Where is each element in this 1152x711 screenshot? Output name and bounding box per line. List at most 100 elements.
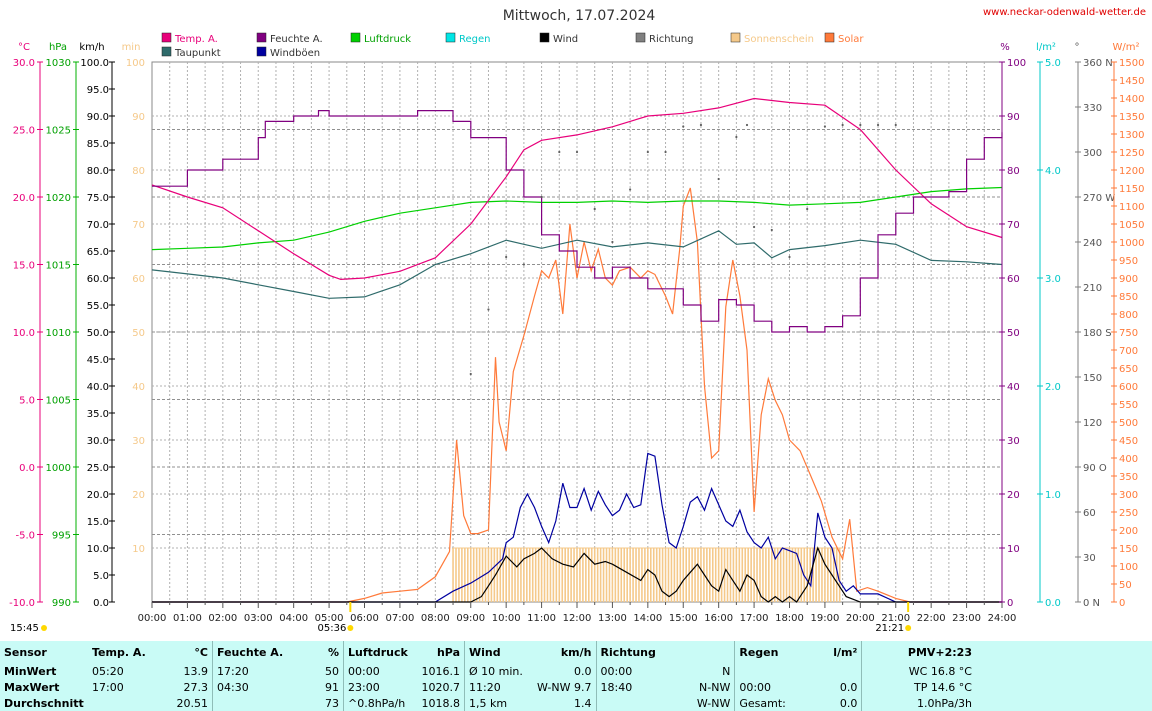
summary-cell: 13.9: [156, 663, 213, 679]
direction-point: [745, 123, 749, 127]
unit-label-solar: W/m²: [1112, 42, 1139, 53]
x-tick-label: 20:00: [846, 613, 875, 624]
wind-tick-label: 70.0: [87, 220, 109, 231]
summary-cell: 27.3: [156, 679, 213, 695]
sunrise-label: 05:36: [318, 623, 347, 634]
sun-tick-label: 60: [132, 274, 145, 285]
sun-tick-label: 40: [132, 382, 145, 393]
direction-point: [735, 135, 738, 139]
wind-tick-label: 85.0: [87, 139, 109, 150]
temp-tick-label: 20.0: [13, 193, 35, 204]
summary-table: Sensor Temp. A. °C Feuchte A. % Luftdruc…: [0, 641, 1152, 711]
x-tick-label: 13:00: [598, 613, 627, 624]
summary-cell: Sensor: [4, 645, 47, 659]
summary-cell: °C: [156, 641, 213, 663]
pressure-tick-label: 1015: [46, 261, 71, 272]
wind-tick-label: 15.0: [87, 517, 109, 528]
direction-point: [664, 150, 667, 154]
wind-tick-label: 55.0: [87, 301, 109, 312]
wind-tick-label: 5.0: [93, 571, 109, 582]
summary-cell: Feuchte A.: [217, 645, 284, 659]
summary-cell: l/m²: [813, 641, 863, 663]
solar-tick-label: 200: [1119, 526, 1138, 537]
x-tick-label: 16:00: [704, 613, 733, 624]
x-tick-label: 17:00: [740, 613, 769, 624]
direction-point: [646, 150, 649, 154]
summary-cell: [88, 695, 156, 711]
solar-tick-label: 400: [1119, 454, 1138, 465]
summary-cell: Luftdruck: [348, 645, 408, 659]
legend-label: Windböen: [270, 48, 320, 59]
temp-tick-label: 5.0: [19, 396, 35, 407]
wind-tick-label: 65.0: [87, 247, 109, 258]
pressure-tick-label: 1025: [46, 126, 71, 137]
direction-point: [823, 125, 827, 128]
humidity-tick-label: 30: [1007, 436, 1020, 447]
humidity-tick-label: 10: [1007, 544, 1020, 555]
pressure-tick-label: 1020: [46, 193, 71, 204]
temp-tick-label: -5.0: [15, 531, 35, 542]
solar-tick-label: 850: [1119, 292, 1138, 303]
solar-tick-label: 900: [1119, 274, 1138, 285]
x-tick-label: 00:00: [138, 613, 167, 624]
wind-tick-label: 75.0: [87, 193, 109, 204]
solar-tick-label: 950: [1119, 256, 1138, 267]
direction-point: [522, 263, 525, 266]
solar-tick-label: 550: [1119, 400, 1138, 411]
summary-cell: WC 16.8 °C: [908, 664, 972, 678]
summary-cell: Regen: [739, 645, 779, 659]
x-tick-label: 18:00: [775, 613, 804, 624]
sun-tick-label: 20: [132, 490, 145, 501]
wind-tick-label: 50.0: [87, 328, 109, 339]
summary-cell: [213, 695, 292, 711]
summary-cell: 1.4: [533, 695, 597, 711]
legend-label: Solar: [838, 34, 864, 45]
solar-tick-label: 50: [1119, 580, 1132, 591]
solar-tick-label: 700: [1119, 346, 1138, 357]
x-tick-label: 06:00: [350, 613, 379, 624]
rain-tick-label: 2.0: [1045, 382, 1061, 393]
summary-cell: %: [291, 641, 344, 663]
solar-tick-label: 1350: [1119, 112, 1144, 123]
legend-label: Luftdruck: [364, 34, 411, 45]
weather-chart: Mittwoch, 17.07.2024 www.neckar-odenwald…: [9, 7, 1146, 634]
axes: 00:00 01:00 02:00 03:00 04:00 05:00 06:00 07:00…: [9, 42, 1144, 634]
direction-point: [752, 225, 756, 229]
direction-point: [505, 255, 508, 259]
summary-cell: Gesamt:: [739, 696, 786, 710]
legend-label: Richtung: [649, 34, 694, 45]
series-solar-line: [152, 187, 1002, 603]
rain-tick-label: 5.0: [1045, 58, 1061, 69]
legend-label: Temp. A.: [174, 34, 218, 45]
solar-tick-label: 100: [1119, 562, 1138, 573]
summary-cell: 04:30: [217, 680, 249, 694]
x-tick-label: 15:00: [669, 613, 698, 624]
x-tick-label: 14:00: [633, 613, 662, 624]
x-tick-label: 19:00: [811, 613, 840, 624]
solar-tick-label: 1500: [1119, 58, 1144, 69]
x-tick-label: 02:00: [208, 613, 237, 624]
summary-row: MinWert 05:20 13.9 17:20 50 00:00 1016.1…: [0, 663, 1152, 679]
legend-swatch: [161, 32, 172, 43]
x-tick-label: 22:00: [917, 613, 946, 624]
summary-cell: W-NW: [663, 695, 736, 711]
unit-label-humidity: %: [1000, 42, 1010, 53]
x-tick-label: 12:00: [563, 613, 592, 624]
solar-tick-label: 1450: [1119, 76, 1144, 87]
pressure-tick-label: 990: [52, 598, 71, 609]
direction-point: [894, 123, 897, 127]
summary-row: MaxWert 17:00 27.3 04:30 91 23:00 1020.7…: [0, 679, 1152, 695]
x-tick-label: 01:00: [173, 613, 202, 624]
x-tick-label: 23:00: [952, 613, 981, 624]
summary-cell: 1.0hPa/3h: [916, 696, 972, 710]
unit-label-temp: °C: [18, 42, 30, 53]
summary-cell: PMV+2:23: [907, 645, 972, 659]
website-link[interactable]: www.neckar-odenwald-wetter.de: [983, 7, 1146, 18]
direction-tick-label: 240: [1083, 238, 1102, 249]
x-tick-label: 07:00: [386, 613, 415, 624]
direction-tick-label: 90 O: [1083, 463, 1107, 474]
summary-cell: 50: [291, 663, 344, 679]
direction-point: [469, 372, 472, 376]
legend-swatch: [730, 32, 741, 43]
series-temp-a-line: [151, 97, 1003, 281]
